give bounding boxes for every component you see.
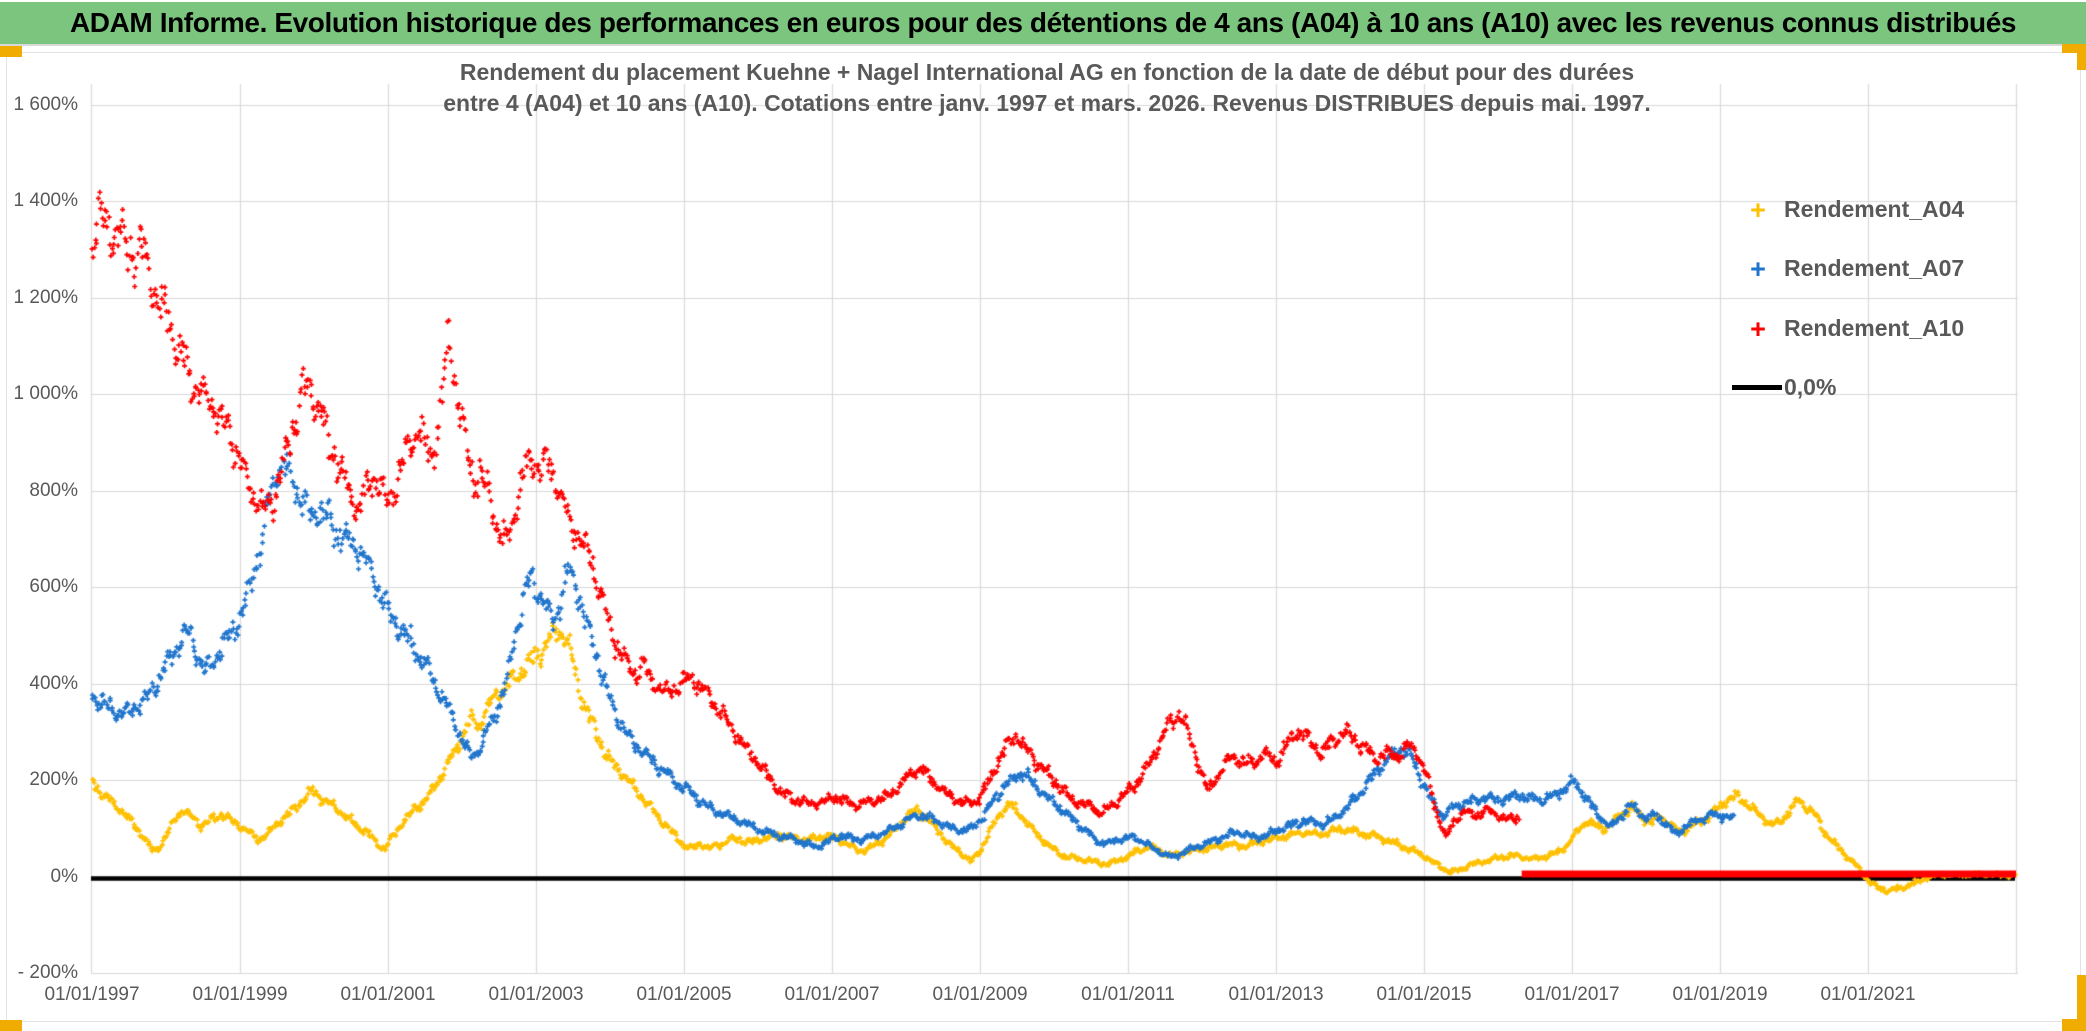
x-axis-tick-label: 01/01/1997 [44, 984, 140, 1005]
chart-title-line2: entre 4 (A04) et 10 ans (A10). Cotations… [443, 90, 1651, 116]
x-axis-tick-label: 01/01/2009 [932, 984, 1028, 1005]
selection-handle-top-left[interactable] [0, 46, 22, 57]
y-axis-tick-label: 0% [50, 865, 78, 887]
y-axis-tick-label: 1 200% [13, 286, 78, 308]
x-axis-tick-label: 01/01/2011 [1081, 984, 1175, 1005]
x-axis-tick-label: 01/01/2007 [784, 984, 880, 1005]
y-axis-tick-label: - 200% [17, 962, 78, 983]
selection-handle-top-right-v[interactable] [2077, 44, 2086, 70]
y-axis-tick-label: 1 400% [13, 190, 78, 211]
x-axis-tick-label: 01/01/2017 [1524, 984, 1620, 1005]
x-axis-tick-label: 01/01/2003 [488, 984, 584, 1005]
selection-handle-top-right-h[interactable] [2062, 44, 2086, 53]
chart-title-line1: Rendement du placement Kuehne + Nagel In… [459, 59, 1635, 85]
x-axis-tick-label: 01/01/2005 [636, 984, 732, 1005]
legend-item-rendement-a10[interactable]: + Rendement_A10 [1732, 315, 1964, 342]
legend-label: Rendement_A04 [1784, 196, 1965, 222]
y-axis-tick-label: 800% [29, 479, 78, 501]
legend-item-rendement-a04[interactable]: + Rendement_A04 [1732, 196, 1964, 223]
x-axis-tick-label: 01/01/2015 [1376, 984, 1472, 1005]
legend-plus-marker-icon: + [1750, 253, 1766, 284]
x-axis-tick-label: 01/01/2019 [1672, 984, 1768, 1005]
legend-plus-marker-icon: + [1750, 194, 1766, 225]
y-axis-tick-label: 1 000% [13, 383, 78, 404]
legend-plus-marker-icon: + [1750, 313, 1766, 344]
x-axis-tick-label: 01/01/2013 [1228, 984, 1324, 1005]
legend-label: 0,0% [1784, 374, 1837, 400]
y-axis-tick-label: 400% [29, 672, 78, 694]
y-axis-tick-label: 600% [29, 576, 78, 597]
legend-item-0-0-[interactable]: 0,0% [1732, 374, 1836, 401]
selection-handle-bottom-right-h[interactable] [2062, 1019, 2086, 1031]
x-axis-tick-label: 01/01/2001 [340, 984, 436, 1005]
selection-handle-bottom-right-v[interactable] [2077, 975, 2086, 1031]
legend-label: Rendement_A07 [1784, 255, 1965, 281]
y-axis-tick-label: 200% [29, 769, 78, 790]
legend-label: Rendement_A10 [1784, 315, 1965, 341]
y-axis-tick-label: 1 600% [13, 93, 78, 115]
chart-title: Rendement du placement Kuehne + Nagel In… [443, 57, 1651, 119]
legend-line-marker-icon [1732, 385, 1782, 390]
x-axis-tick-label: 01/01/1999 [192, 984, 288, 1005]
x-axis-tick-label: 01/01/2021 [1820, 984, 1916, 1005]
legend-item-rendement-a07[interactable]: + Rendement_A07 [1732, 255, 1964, 282]
selection-handle-bottom-left[interactable] [0, 1020, 22, 1031]
